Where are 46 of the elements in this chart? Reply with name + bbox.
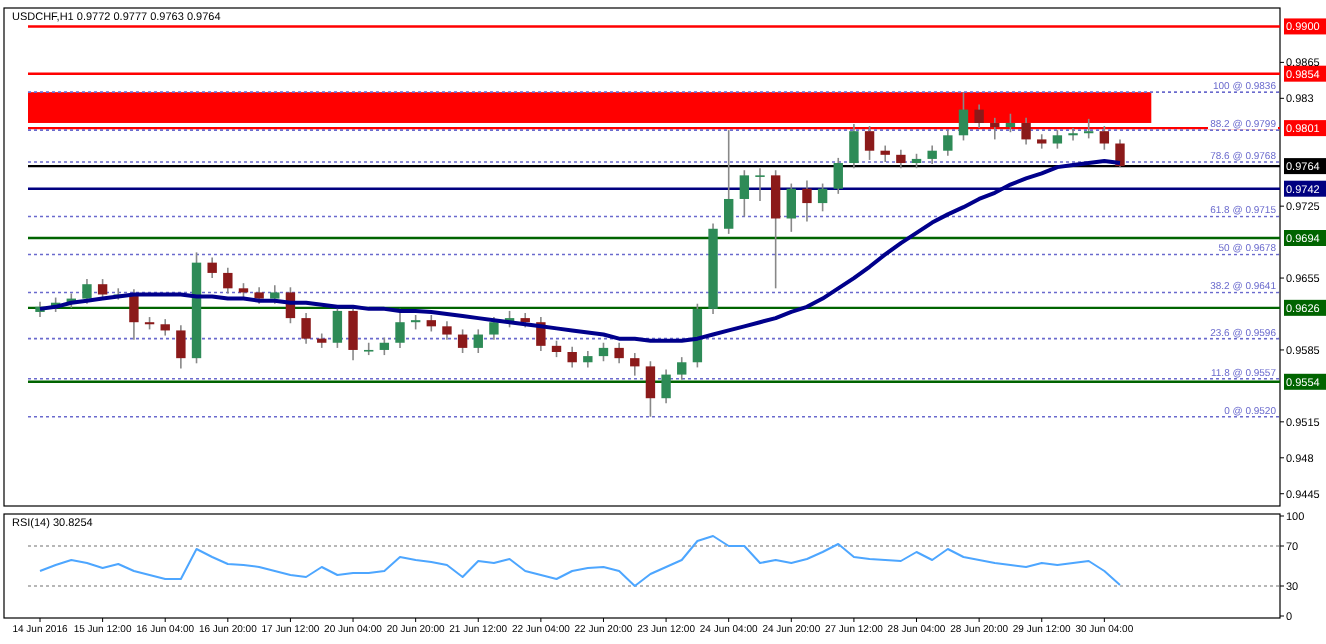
- candlestick: [129, 288, 139, 341]
- candlestick: [223, 266, 233, 295]
- candlestick: [598, 341, 609, 363]
- candlestick: [457, 328, 468, 354]
- candlestick: [802, 179, 812, 223]
- candlestick: [990, 117, 1000, 141]
- candlestick: [301, 312, 311, 345]
- candlestick: [661, 368, 671, 405]
- candlestick: [1052, 129, 1063, 150]
- candlestick: [1099, 125, 1110, 151]
- candlestick: [958, 91, 969, 142]
- candlestick: [739, 169, 750, 218]
- candlestick: [1005, 112, 1016, 134]
- candlestick: [849, 123, 859, 169]
- candlestick: [864, 125, 875, 161]
- candlestick: [645, 360, 656, 418]
- candlestick: [1021, 117, 1031, 146]
- candlestick: [489, 316, 499, 341]
- candlestick: [974, 103, 984, 129]
- candlestick: [270, 284, 280, 305]
- candlestick: [473, 328, 483, 354]
- candlestick: [896, 148, 906, 169]
- candlestick: [614, 341, 624, 365]
- candlestick: [395, 308, 405, 349]
- candlestick: [770, 169, 781, 290]
- candlestick: [786, 182, 796, 233]
- candlestick: [1068, 127, 1078, 142]
- candlestick: [817, 182, 828, 213]
- candlestick: [724, 129, 734, 235]
- candlestick: [82, 278, 92, 305]
- candlestick: [332, 304, 343, 349]
- candlestick: [943, 129, 953, 157]
- candlestick: [442, 320, 452, 341]
- candlestick: [1084, 118, 1094, 140]
- candlestick: [1115, 138, 1125, 168]
- candlestick: [630, 352, 640, 377]
- candlestick: [207, 256, 217, 279]
- candlestick: [880, 144, 890, 163]
- candlestick: [567, 346, 577, 369]
- candlestick: [833, 157, 843, 195]
- candlestick: [176, 324, 186, 370]
- candlestick: [755, 167, 765, 202]
- candlestick: [348, 304, 358, 362]
- candlestick: [927, 144, 937, 165]
- candlestick: [677, 356, 687, 381]
- line-series: [39, 535, 1121, 587]
